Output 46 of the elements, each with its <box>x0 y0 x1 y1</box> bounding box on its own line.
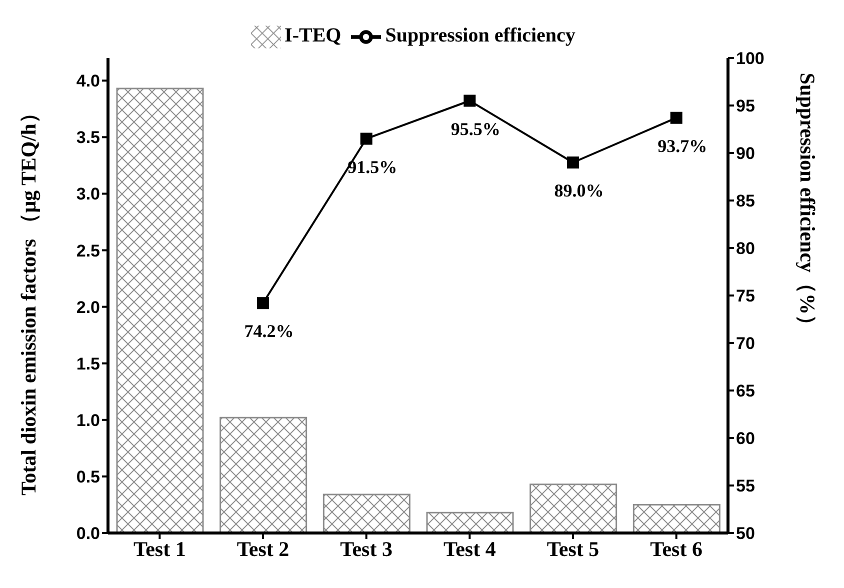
y-tick-label: 2.0 <box>76 298 100 317</box>
data-label: 93.7% <box>658 136 708 156</box>
bar <box>530 484 618 533</box>
y2-axis-title: Suppression efficiency（%） <box>796 72 820 336</box>
x-tick-label: Test 5 <box>546 536 600 561</box>
x-tick-label: Test 4 <box>444 536 496 561</box>
x-tick-label: Test 2 <box>236 536 290 561</box>
legend-label: Suppression efficiency <box>385 24 576 47</box>
y-tick-label: 0.5 <box>76 467 100 486</box>
point <box>257 297 269 310</box>
point <box>360 132 372 145</box>
data-label: 89.0% <box>554 180 604 200</box>
y2-tick-label: 70 <box>736 334 755 354</box>
bar <box>116 88 204 533</box>
y2-tick-label: 50 <box>736 524 755 544</box>
bar <box>426 512 514 533</box>
y2-tick-label: 60 <box>736 429 755 448</box>
data-label: 95.5% <box>450 118 500 139</box>
y-tick-label: 1.0 <box>76 410 100 430</box>
y-tick-label: 3.5 <box>76 128 100 148</box>
data-label: 74.2% <box>244 321 294 342</box>
y2-tick-label: 75 <box>736 286 755 306</box>
x-tick-label: Test 1 <box>134 536 186 561</box>
y-tick-label: 0.0 <box>76 524 100 544</box>
y-tick-label: 2.5 <box>76 241 100 260</box>
x-tick-label: Test 3 <box>340 536 392 561</box>
x-tick-label: Test 6 <box>650 536 702 561</box>
y-tick-label: 4.0 <box>76 72 100 91</box>
y-tick-label: 3.0 <box>76 184 100 204</box>
point <box>464 94 476 107</box>
y-axis-title: Total dioxin emission factors （μg TEQ/h） <box>16 102 40 496</box>
y-tick-label: 1.5 <box>76 354 100 374</box>
y2-tick-label: 85 <box>736 192 755 211</box>
bar <box>632 504 720 533</box>
point <box>567 156 579 168</box>
y2-tick-label: 90 <box>736 144 755 164</box>
data-label: 91.5% <box>348 156 398 177</box>
y2-tick-label: 55 <box>736 476 755 496</box>
y2-tick-label: 95 <box>736 96 755 116</box>
y2-tick-label: 65 <box>736 382 755 401</box>
bar <box>220 416 308 533</box>
y2-tick-label: 80 <box>736 239 755 258</box>
y2-tick-label: 100 <box>736 49 764 68</box>
legend-label: I-TEQ <box>284 24 342 47</box>
point <box>670 112 682 124</box>
bar <box>322 494 410 533</box>
